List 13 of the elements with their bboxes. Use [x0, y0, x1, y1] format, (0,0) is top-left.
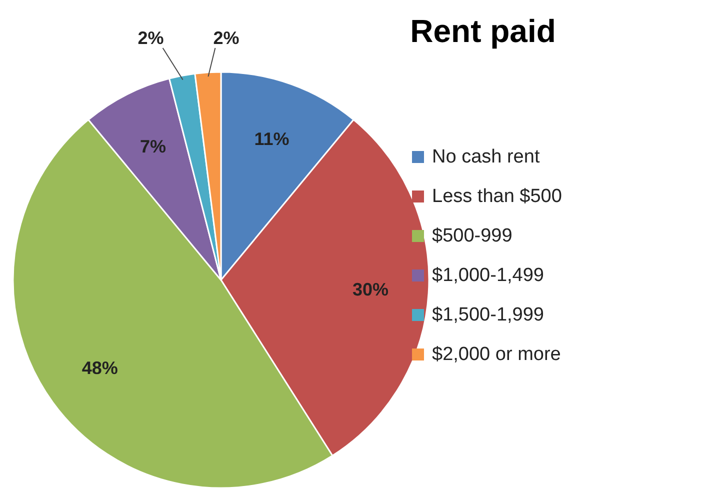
legend-label: $500-999 — [432, 226, 512, 246]
data-label: 7% — [140, 136, 166, 157]
data-label: 11% — [254, 129, 290, 150]
legend-label: $1,500-1,999 — [432, 304, 544, 326]
data-label: 30% — [352, 279, 388, 300]
data-label: 48% — [82, 358, 118, 378]
legend-label: $1,000-1,499 — [432, 265, 544, 286]
legend-label: $2,000 or more — [432, 344, 561, 365]
chart-title: Rent paid — [410, 13, 556, 49]
data-label: 2% — [138, 28, 164, 48]
legend-label: Less than $500 — [432, 186, 562, 207]
data-label: 2% — [213, 28, 240, 48]
legend-label: No cash rent — [432, 146, 540, 168]
